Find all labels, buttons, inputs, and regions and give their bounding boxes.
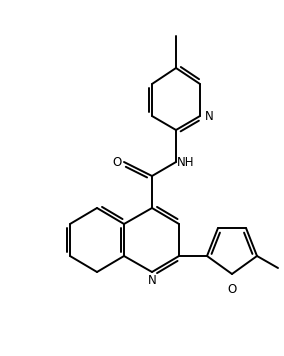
Text: O: O [112,156,122,168]
Text: NH: NH [177,156,195,168]
Text: O: O [227,283,237,296]
Text: N: N [148,274,156,287]
Text: N: N [205,110,213,122]
